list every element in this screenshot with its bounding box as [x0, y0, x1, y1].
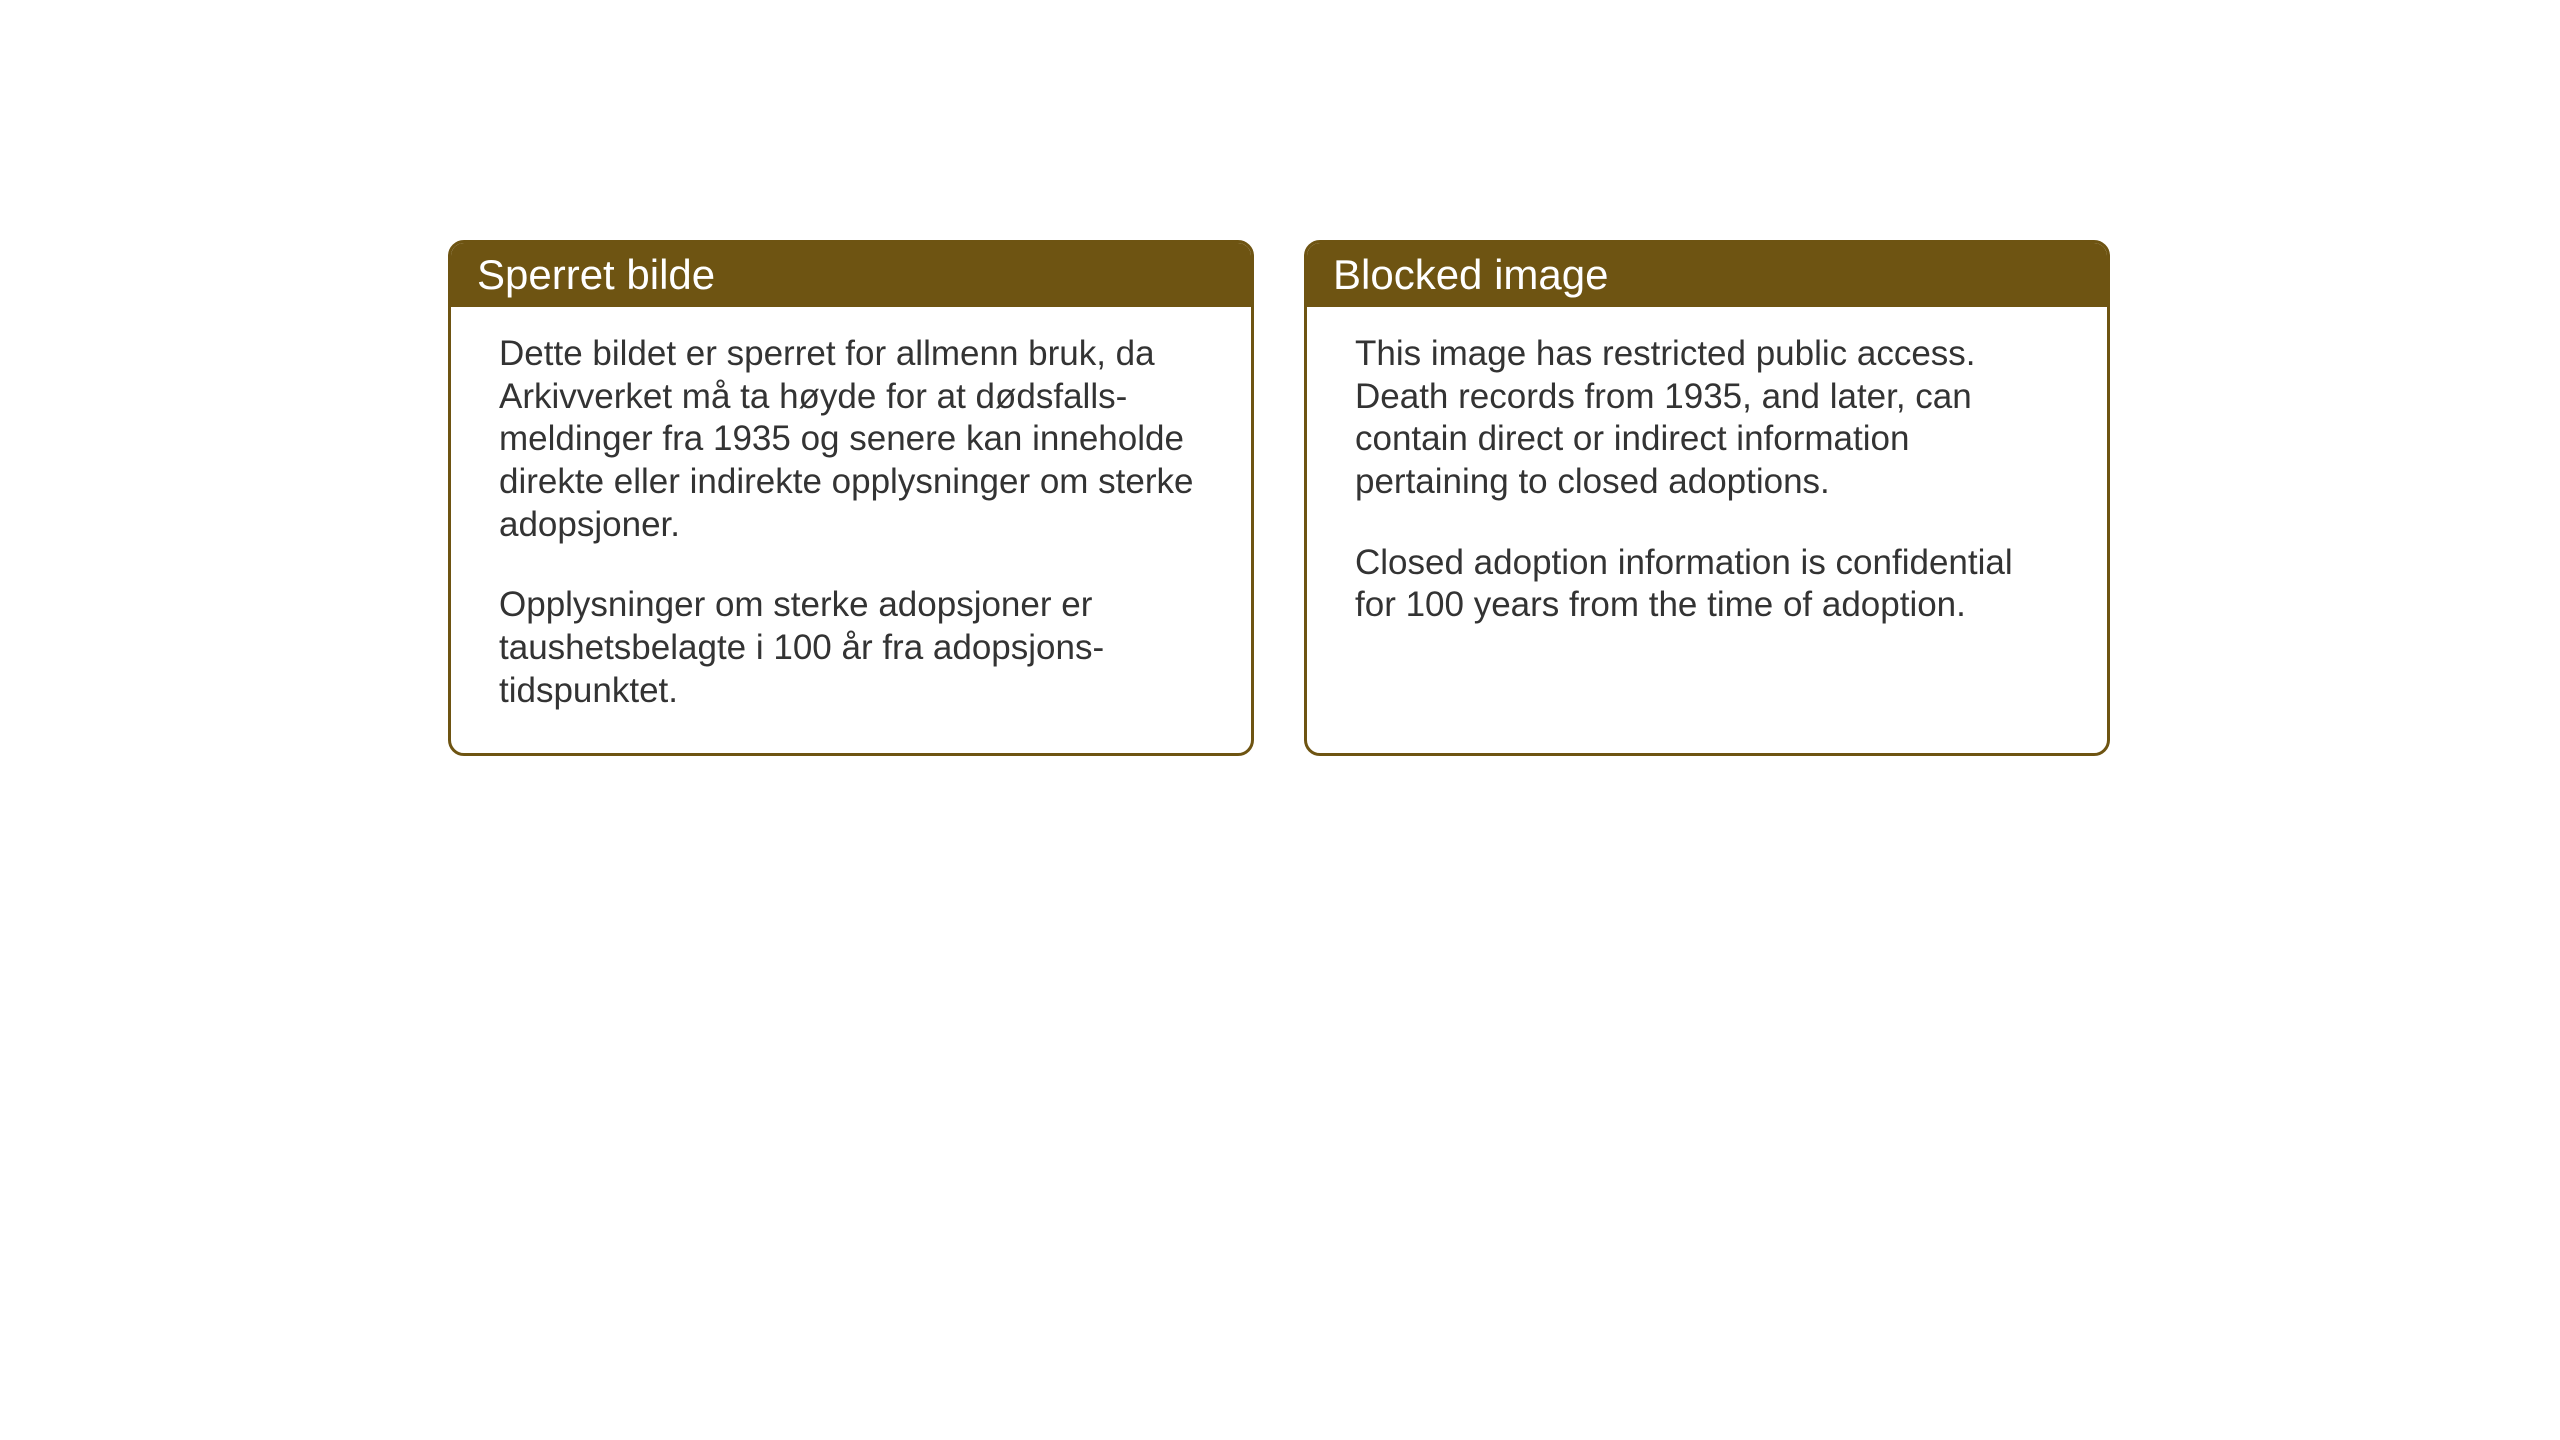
norwegian-card: Sperret bilde Dette bildet er sperret fo… [448, 240, 1254, 756]
english-card-title: Blocked image [1333, 251, 1608, 298]
english-card-body: This image has restricted public access.… [1307, 307, 2107, 667]
english-paragraph-1: This image has restricted public access.… [1355, 333, 2059, 504]
cards-container: Sperret bilde Dette bildet er sperret fo… [448, 240, 2110, 756]
norwegian-paragraph-1: Dette bildet er sperret for allmenn bruk… [499, 333, 1203, 546]
english-paragraph-2: Closed adoption information is confident… [1355, 542, 2059, 627]
norwegian-card-title: Sperret bilde [477, 251, 715, 298]
english-card: Blocked image This image has restricted … [1304, 240, 2110, 756]
norwegian-card-header: Sperret bilde [451, 243, 1251, 307]
english-card-header: Blocked image [1307, 243, 2107, 307]
norwegian-card-body: Dette bildet er sperret for allmenn bruk… [451, 307, 1251, 753]
norwegian-paragraph-2: Opplysninger om sterke adopsjoner er tau… [499, 584, 1203, 712]
